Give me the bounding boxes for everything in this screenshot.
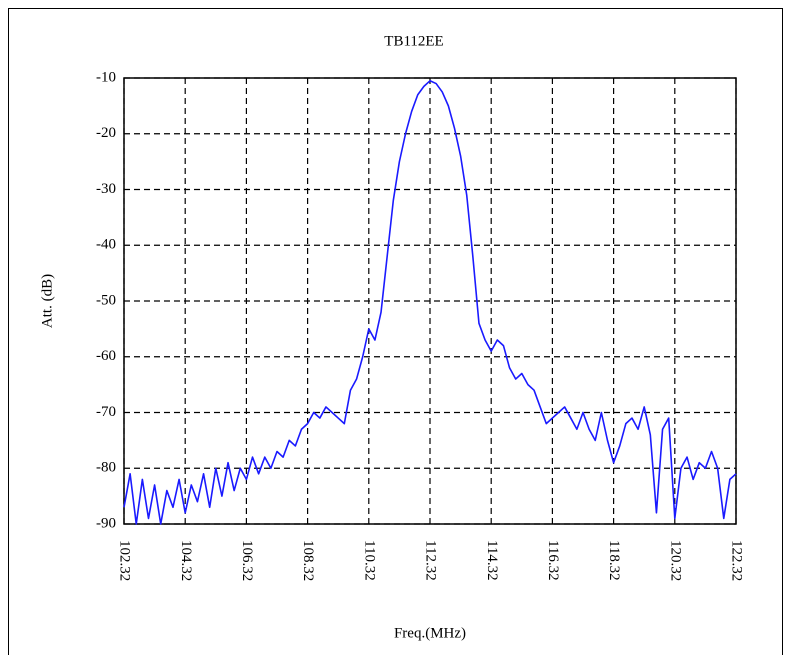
data-line bbox=[123, 79, 737, 525]
x-tick-label: 112.32 bbox=[423, 540, 439, 581]
x-axis-label: Freq.(MHz) bbox=[394, 625, 466, 641]
y-tick-label: -10 bbox=[96, 69, 116, 85]
y-tick-label: -90 bbox=[96, 515, 116, 531]
y-tick-label: -60 bbox=[96, 348, 116, 364]
y-tick-label: -70 bbox=[96, 404, 116, 420]
y-axis-label: Att. (dB) bbox=[39, 274, 55, 328]
chart-title: TB112EE bbox=[384, 33, 443, 49]
x-tick-label: 114.32 bbox=[484, 540, 500, 581]
y-tick-label: -50 bbox=[96, 292, 116, 308]
x-tick-label: 106.32 bbox=[239, 540, 255, 581]
x-tick-label: 122.32 bbox=[729, 540, 745, 581]
x-tick-label: 102.32 bbox=[117, 540, 133, 581]
x-tick-label: 110.32 bbox=[361, 540, 377, 581]
y-tick-label: -80 bbox=[96, 460, 116, 476]
x-tick-label: 120.32 bbox=[667, 540, 683, 581]
y-tick-label: -30 bbox=[96, 181, 116, 197]
x-tick-label: 118.32 bbox=[606, 540, 622, 581]
plot-frame bbox=[123, 77, 737, 525]
y-tick-label: -20 bbox=[96, 125, 116, 141]
x-tick-label: 108.32 bbox=[300, 540, 316, 581]
x-tick-label: 116.32 bbox=[545, 540, 561, 581]
frame bbox=[8, 8, 783, 655]
x-tick-label: 104.32 bbox=[178, 540, 194, 581]
y-tick-label: -40 bbox=[96, 237, 116, 253]
